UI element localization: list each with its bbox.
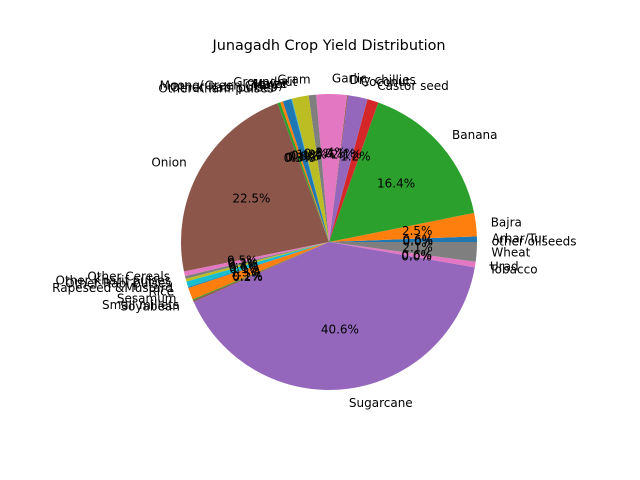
slice-other-kharif-pulses-16 xyxy=(184,242,329,279)
slice-label-urad-25: Urad xyxy=(490,259,519,273)
slice-label-groundnut-8: Groundnut xyxy=(233,75,297,89)
slice-percent-coconut-4: 2.1% xyxy=(331,147,362,161)
slice-percent-other-rabi-pulses-17: 0.3% xyxy=(228,258,259,272)
slice-small-millets-21 xyxy=(192,242,329,301)
slice-other-kharif-pulses-13 xyxy=(277,102,329,242)
slice-percent-arhar-tur-0: 0.6% xyxy=(403,233,434,247)
slice-jowar-9 xyxy=(291,98,329,242)
slice-castor-seed-3 xyxy=(329,99,379,242)
slice-label-tobacco-24: Tobacco xyxy=(488,262,537,276)
slice-label-maize-10: Maize xyxy=(253,77,288,91)
slice-dry-chillies-5 xyxy=(329,95,349,242)
slice-label-sesamum-20: Sesamum xyxy=(117,291,177,305)
slice-maize-10 xyxy=(290,98,329,242)
slice-soyabean-22 xyxy=(192,242,329,303)
slice-label-other-cereals-15: Other Cereals xyxy=(87,270,170,284)
slice-percent-sugarcane-23: 40.6% xyxy=(321,323,359,337)
slice-label-garlic-6: Garlic xyxy=(332,72,367,86)
slice-label-rapeseed-mustard-18: Rapeseed &Mustard xyxy=(52,281,173,295)
chart-title: Junagadh Crop Yield Distribution xyxy=(211,38,445,54)
slice-percent-rapeseed-mustard-18: 0.6% xyxy=(229,260,260,274)
slice-percent-gram-7: 0.8% xyxy=(304,146,335,160)
slice-label-rice-19: Rice xyxy=(148,285,174,299)
slice-label-dry-chillies-5: Dry chillies xyxy=(350,73,416,87)
slice-percent-maize-10: 0.1% xyxy=(291,149,322,163)
slice-other-rabi-pulses-12 xyxy=(280,101,329,242)
slice-label-other-rabi-pulses-12: Other Rabi pulses xyxy=(170,80,277,94)
slice-percent-other-cereals-15: 0.5% xyxy=(227,254,258,268)
slice-moong-green-gram-11 xyxy=(282,98,329,242)
slice-label-onion-14: Onion xyxy=(151,155,186,169)
slice-rice-19 xyxy=(188,242,329,288)
slice-percent-small-millets-21: 0.1% xyxy=(232,269,263,283)
slice-percent-urad-25: 0.6% xyxy=(402,248,433,262)
slice-percent-other-kharif-pulses-13: 0.3% xyxy=(284,151,315,165)
slice-percent-other-kharif-pulses-16: 0.3% xyxy=(228,256,259,270)
slice-label-bajra-1: Bajra xyxy=(491,215,522,229)
slice-label-small-millets-21: Small millets xyxy=(102,298,179,312)
slice-label-moong-green-gram-11: Moong(Green Gram) xyxy=(160,78,283,92)
slice-label-arhar-tur-0: Arhar/Tur xyxy=(492,231,547,245)
slice-percent-castor-seed-3: 1.2% xyxy=(340,150,371,164)
slice-other-rabi-pulses-17 xyxy=(185,242,329,282)
pie-percent-labels: 0.6%2.5%16.4%1.2%2.1%0.1%3.4%0.8%1.8%0.1… xyxy=(227,146,433,337)
slice-percent-jowar-9: 0.1% xyxy=(291,149,322,163)
slice-onion-14 xyxy=(181,103,329,272)
slice-label-castor-seed-3: Castor seed xyxy=(377,79,448,93)
slice-label-other-oilseeds-27: other oilseeds xyxy=(492,235,577,249)
slice-urad-25 xyxy=(329,242,476,268)
slice-percent-onion-14: 22.5% xyxy=(232,191,270,205)
slice-percent-moong-green-gram-11: 0.9% xyxy=(288,149,319,163)
slice-gram-7 xyxy=(308,94,329,242)
pie-labels: Arhar/Tur Bajra Banana Castor seedCoconutDr… xyxy=(52,72,576,410)
slice-arhar-tur-0 xyxy=(329,236,477,242)
slice-label-banana-2: Banana xyxy=(452,128,498,142)
slice-percent-tobacco-24: 0.0% xyxy=(401,250,432,264)
slice-garlic-6 xyxy=(316,93,348,242)
slice-label-soyabean-22: Soyabean xyxy=(120,300,179,314)
slice-percent-soyabean-22: 0.2% xyxy=(232,270,263,284)
slice-banana-2 xyxy=(329,102,475,243)
slice-label-other-rabi-pulses-17: Other Rabi pulses xyxy=(65,277,172,291)
slice-percent-garlic-6: 3.4% xyxy=(315,146,346,160)
slice-label-other-kharif-pulses-13: Other Kharif pulses xyxy=(158,81,273,95)
slice-bajra-1 xyxy=(329,212,477,242)
pie-slices xyxy=(181,93,477,390)
slice-label-gram-7: Gram xyxy=(277,73,310,87)
slice-label-wheat-26: Wheat xyxy=(491,245,530,259)
slice-sugarcane-23 xyxy=(193,242,475,390)
slice-coconut-4 xyxy=(329,95,368,242)
slice-wheat-26 xyxy=(329,242,477,262)
slice-label-coconut-4: Coconut xyxy=(361,75,411,89)
slice-rapeseed-mustard-18 xyxy=(186,242,329,288)
slice-percent-dry-chillies-5: 0.1% xyxy=(325,146,356,160)
slice-percent-other-oilseeds-27: 0.0% xyxy=(403,235,434,249)
slice-percent-bajra-1: 2.5% xyxy=(402,224,433,238)
slice-percent-groundnut-8: 1.8% xyxy=(296,147,327,161)
slice-percent-other-rabi-pulses-12: 0.3% xyxy=(285,150,316,164)
slice-label-jowar-9: Jowar xyxy=(254,77,288,91)
slice-percent-wheat-26: 2.1% xyxy=(402,240,433,254)
slice-sesamum-20 xyxy=(188,242,329,300)
slice-label-sugarcane-23: Sugarcane xyxy=(349,396,413,410)
slice-percent-rice-19: 0.1% xyxy=(229,262,260,276)
slice-other-cereals-15 xyxy=(183,242,329,277)
slice-groundnut-8 xyxy=(291,95,329,242)
slice-percent-sesamum-20: 1.3% xyxy=(231,266,262,280)
slice-label-other-kharif-pulses-16: Other Kharif pulses xyxy=(56,274,171,288)
slice-percent-banana-2: 16.4% xyxy=(377,176,415,190)
